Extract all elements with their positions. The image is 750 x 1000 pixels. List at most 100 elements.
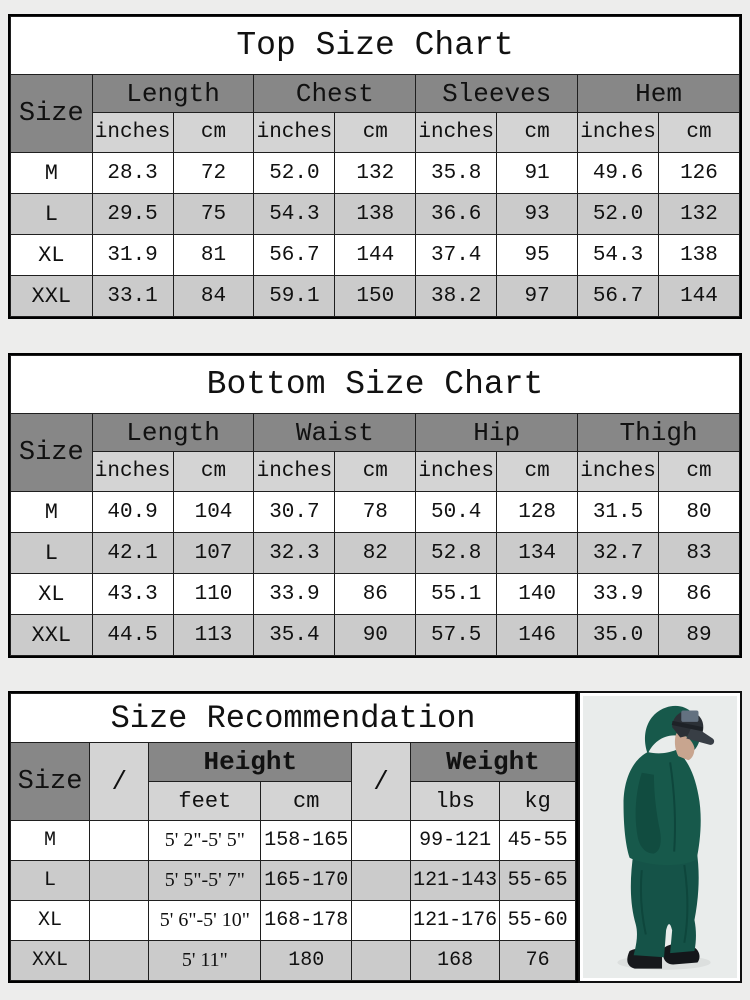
value-cell: 55.1 bbox=[415, 573, 498, 615]
col-header-height: Height bbox=[148, 742, 353, 782]
table-row: XL 31.9 81 56.7 144 37.4 95 54.3 138 bbox=[10, 234, 741, 276]
unit-header-inches: inches bbox=[577, 451, 659, 492]
value-cell: 84 bbox=[172, 275, 255, 317]
value-cell: 107 bbox=[172, 532, 255, 574]
col-header-hem: Hem bbox=[577, 74, 740, 113]
table-row: M 28.3 72 52.0 132 35.8 91 49.6 126 bbox=[10, 152, 741, 194]
value-cell: 52.0 bbox=[577, 193, 659, 235]
empty-cell bbox=[89, 820, 150, 861]
table-row: L 29.5 75 54.3 138 36.6 93 52.0 132 bbox=[10, 193, 741, 235]
value-cell: 59.1 bbox=[253, 275, 336, 317]
table-row: XXL 33.1 84 59.1 150 38.2 97 56.7 144 bbox=[10, 275, 741, 317]
unit-header-inches: inches bbox=[91, 112, 174, 153]
pants-crease bbox=[639, 870, 647, 935]
unit-header-cm: cm bbox=[172, 451, 255, 492]
bottom-chart-title: Bottom Size Chart bbox=[10, 355, 740, 414]
size-recommendation-section: Size Recommendation Size / Height / Weig… bbox=[8, 691, 742, 983]
value-cell: 50.4 bbox=[415, 491, 498, 533]
empty-cell bbox=[351, 860, 411, 901]
unit-header-kg: kg bbox=[499, 781, 576, 821]
weight-lbs-cell: 99-121 bbox=[409, 820, 501, 861]
size-cell: XL bbox=[9, 900, 91, 941]
value-cell: 78 bbox=[334, 491, 417, 533]
value-cell: 36.6 bbox=[415, 193, 498, 235]
value-cell: 138 bbox=[657, 234, 741, 276]
weight-lbs-cell: 168 bbox=[409, 940, 501, 981]
value-cell: 90 bbox=[334, 614, 417, 656]
value-cell: 35.8 bbox=[415, 152, 498, 194]
height-feet-cell: 5' 2"-5' 5" bbox=[148, 820, 262, 861]
unit-header-cm: cm bbox=[334, 451, 417, 492]
value-cell: 33.1 bbox=[91, 275, 174, 317]
col-header-hip: Hip bbox=[415, 413, 579, 452]
value-cell: 32.7 bbox=[577, 532, 659, 574]
value-cell: 32.3 bbox=[253, 532, 336, 574]
table-row: Bottom Size Chart bbox=[10, 355, 740, 414]
goggles bbox=[681, 710, 699, 722]
value-cell: 72 bbox=[172, 152, 255, 194]
value-cell: 33.9 bbox=[253, 573, 336, 615]
value-cell: 49.6 bbox=[577, 152, 659, 194]
value-cell: 30.7 bbox=[253, 491, 336, 533]
col-header-length: Length bbox=[91, 413, 255, 452]
size-recommendation-table: Size Recommendation Size / Height / Weig… bbox=[8, 691, 578, 983]
value-cell: 35.0 bbox=[577, 614, 659, 656]
unit-header-inches: inches bbox=[253, 451, 336, 492]
col-header-chest: Chest bbox=[253, 74, 417, 113]
size-cell: XXL bbox=[10, 275, 93, 317]
value-cell: 75 bbox=[172, 193, 255, 235]
value-cell: 37.4 bbox=[415, 234, 498, 276]
col-header-sleeves: Sleeves bbox=[415, 74, 579, 113]
value-cell: 132 bbox=[334, 152, 417, 194]
height-feet-cell: 5' 11" bbox=[148, 940, 262, 981]
size-cell: L bbox=[10, 193, 93, 235]
value-cell: 140 bbox=[496, 573, 579, 615]
value-cell: 126 bbox=[657, 152, 741, 194]
empty-cell bbox=[351, 900, 411, 941]
col-header-thigh: Thigh bbox=[577, 413, 740, 452]
value-cell: 81 bbox=[172, 234, 255, 276]
value-cell: 44.5 bbox=[91, 614, 174, 656]
value-cell: 83 bbox=[657, 532, 741, 574]
table-row: Size Recommendation bbox=[10, 693, 576, 743]
col-header-weight: Weight bbox=[409, 742, 577, 782]
height-feet-cell: 5' 6"-5' 10" bbox=[148, 900, 262, 941]
value-cell: 110 bbox=[172, 573, 255, 615]
value-cell: 97 bbox=[496, 275, 579, 317]
value-cell: 52.0 bbox=[253, 152, 336, 194]
table-row: XL 43.3 110 33.9 86 55.1 140 33.9 86 bbox=[10, 573, 741, 615]
value-cell: 33.9 bbox=[577, 573, 659, 615]
table-row: M 5' 2"-5' 5" 158-165 99-121 45-55 bbox=[9, 820, 576, 861]
table-row: Size / Height / Weight bbox=[9, 742, 577, 821]
value-cell: 29.5 bbox=[91, 193, 174, 235]
size-cell: XXL bbox=[9, 940, 91, 981]
value-cell: 56.7 bbox=[577, 275, 659, 317]
table-row: XXL 5' 11" 180 168 76 bbox=[9, 940, 576, 981]
unit-header-feet: feet bbox=[148, 781, 262, 821]
value-cell: 42.1 bbox=[91, 532, 174, 574]
table-row: L 42.1 107 32.3 82 52.8 134 32.7 83 bbox=[10, 532, 741, 574]
weight-lbs-cell: 121-176 bbox=[409, 900, 501, 941]
size-cell: M bbox=[10, 491, 93, 533]
unit-header-inches: inches bbox=[253, 112, 336, 153]
value-cell: 128 bbox=[496, 491, 579, 533]
slash-header: / bbox=[351, 742, 411, 821]
unit-header-inches: inches bbox=[577, 112, 659, 153]
slash-header: / bbox=[89, 742, 150, 821]
model-photo bbox=[578, 691, 742, 983]
value-cell: 82 bbox=[334, 532, 417, 574]
face bbox=[674, 733, 695, 761]
col-header-size: Size bbox=[9, 742, 91, 821]
size-cell: XXL bbox=[10, 614, 93, 656]
value-cell: 80 bbox=[657, 491, 741, 533]
size-cell: L bbox=[10, 532, 93, 574]
empty-cell bbox=[351, 940, 411, 981]
pants-shape bbox=[630, 849, 699, 958]
value-cell: 134 bbox=[496, 532, 579, 574]
value-cell: 91 bbox=[496, 152, 579, 194]
empty-cell bbox=[89, 900, 150, 941]
cap-brim bbox=[686, 725, 715, 745]
value-cell: 93 bbox=[496, 193, 579, 235]
unit-header-cm: cm bbox=[260, 781, 353, 821]
unit-header-lbs: lbs bbox=[409, 781, 501, 821]
